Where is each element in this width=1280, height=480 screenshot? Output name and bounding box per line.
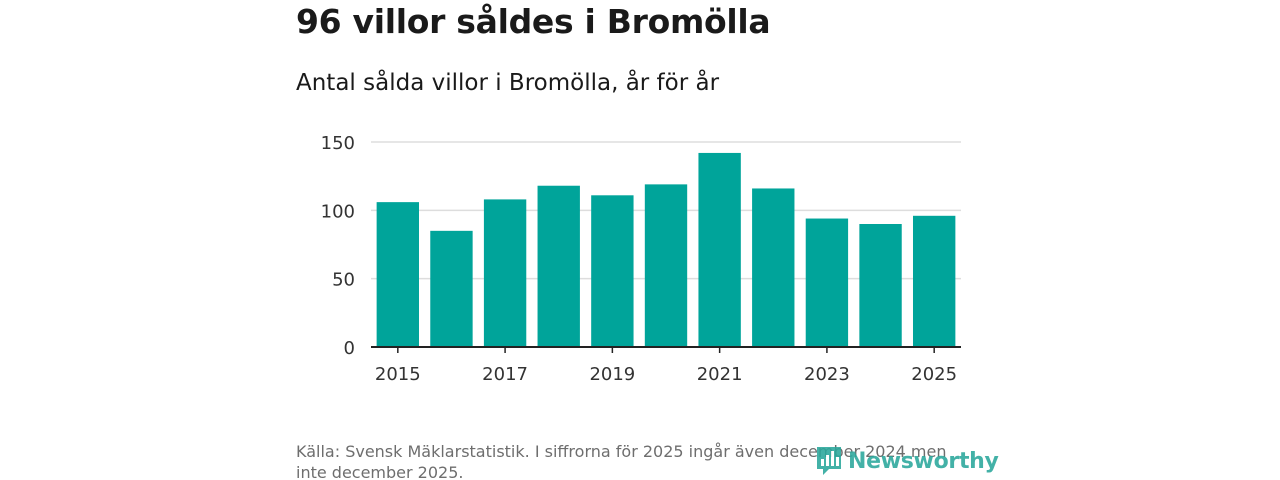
y-tick-label: 50 bbox=[332, 270, 355, 291]
source-note: Källa: Svensk Mäklarstatistik. I siffror… bbox=[296, 442, 947, 480]
bar bbox=[430, 230, 473, 347]
chart-subtitle: Antal sålda villor i Bromölla, år för år bbox=[296, 70, 720, 96]
y-tick-label: 100 bbox=[321, 201, 355, 222]
bar bbox=[752, 188, 795, 347]
bar bbox=[805, 218, 849, 347]
x-tick-label: 2015 bbox=[375, 364, 421, 385]
x-tick-label: 2021 bbox=[697, 364, 743, 385]
bar-chart: 0 50 100 150 2015 2017 2019 2021 2023 2025 bbox=[321, 133, 961, 385]
bar bbox=[537, 185, 580, 347]
bar bbox=[591, 195, 634, 347]
bar bbox=[912, 215, 956, 347]
bar bbox=[698, 152, 741, 347]
x-tick-label: 2019 bbox=[589, 364, 635, 385]
y-tick-label: 0 bbox=[344, 338, 355, 359]
newsworthy-logo: Newsworthy bbox=[814, 444, 999, 478]
bar bbox=[644, 184, 688, 347]
bar bbox=[859, 224, 902, 347]
bar-chart-logo-icon bbox=[817, 447, 841, 475]
logo-text: Newsworthy bbox=[848, 448, 999, 474]
bar bbox=[483, 199, 527, 347]
chart-title: 96 villor såldes i Bromölla bbox=[296, 2, 771, 41]
x-tick-label: 2017 bbox=[482, 364, 528, 385]
x-tick-label: 2023 bbox=[804, 364, 850, 385]
x-tick-label: 2025 bbox=[911, 364, 957, 385]
bar bbox=[376, 202, 420, 347]
y-tick-label: 150 bbox=[321, 133, 355, 154]
